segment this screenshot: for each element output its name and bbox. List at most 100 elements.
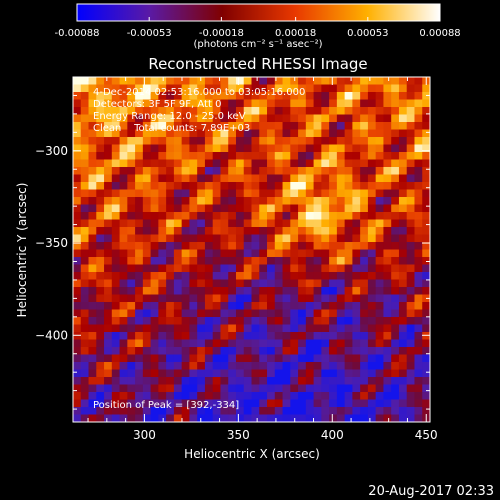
heatmap-cell bbox=[243, 287, 253, 296]
heatmap-cell bbox=[243, 99, 253, 108]
heatmap-cell bbox=[119, 264, 128, 273]
heatmap-cell bbox=[383, 212, 392, 221]
heatmap-cell bbox=[414, 114, 423, 123]
heatmap-cell bbox=[290, 92, 299, 101]
heatmap-cell bbox=[305, 377, 315, 386]
heatmap-cell bbox=[406, 174, 416, 183]
heatmap-cell bbox=[158, 399, 167, 408]
heatmap-cell bbox=[274, 279, 284, 288]
heatmap-cell bbox=[298, 384, 307, 393]
heatmap-cell bbox=[235, 174, 245, 183]
colorbar-tick-label: -0.00018 bbox=[199, 28, 244, 39]
heatmap-cell bbox=[336, 257, 346, 266]
heatmap-cell bbox=[228, 257, 237, 266]
heatmap-cell bbox=[398, 384, 408, 393]
heatmap-cell bbox=[305, 257, 315, 266]
heatmap-cell bbox=[352, 272, 361, 281]
heatmap-cell bbox=[367, 369, 377, 378]
heatmap-cell bbox=[158, 137, 167, 146]
heatmap-cell bbox=[158, 159, 167, 168]
heatmap-cell bbox=[73, 189, 82, 198]
heatmap-cell bbox=[235, 294, 245, 303]
heatmap-cell bbox=[228, 159, 237, 168]
heatmap-cell bbox=[282, 77, 291, 86]
heatmap-cell bbox=[383, 399, 392, 408]
heatmap-cell bbox=[344, 204, 353, 213]
heatmap-cell bbox=[104, 324, 113, 333]
heatmap-cell bbox=[150, 159, 159, 168]
heatmap-cell bbox=[150, 264, 159, 273]
heatmap-cell bbox=[290, 84, 299, 93]
heatmap-cell bbox=[398, 257, 408, 266]
heatmap-cell bbox=[259, 249, 268, 258]
heatmap-cell bbox=[251, 167, 260, 176]
heatmap-cell bbox=[336, 197, 346, 206]
heatmap-cell bbox=[158, 99, 167, 108]
heatmap-cell bbox=[212, 227, 222, 236]
heatmap-cell bbox=[127, 114, 136, 123]
heatmap-cell bbox=[267, 219, 276, 228]
heatmap-cell bbox=[88, 204, 97, 213]
heatmap-cell bbox=[80, 144, 90, 153]
heatmap-cell bbox=[197, 227, 206, 236]
heatmap-cell bbox=[181, 272, 191, 281]
heatmap-cell bbox=[111, 77, 121, 86]
heatmap-cell bbox=[119, 272, 128, 281]
heatmap-cell bbox=[96, 362, 105, 371]
heatmap-cell bbox=[383, 414, 392, 422]
heatmap-cell bbox=[150, 414, 159, 422]
heatmap-cell bbox=[383, 122, 392, 131]
heatmap-cell bbox=[212, 257, 222, 266]
heatmap-cell bbox=[166, 407, 175, 416]
heatmap-cell bbox=[127, 152, 136, 161]
heatmap-cell bbox=[383, 234, 392, 243]
heatmap-cell bbox=[80, 369, 90, 378]
heatmap-cell bbox=[228, 197, 237, 206]
heatmap-cell bbox=[321, 317, 330, 326]
heatmap-cell bbox=[422, 399, 430, 408]
heatmap-cell bbox=[135, 167, 144, 176]
heatmap-cell bbox=[228, 227, 237, 236]
heatmap-cell bbox=[127, 212, 136, 221]
heatmap-cell bbox=[367, 219, 377, 228]
heatmap-cell bbox=[329, 227, 338, 236]
heatmap-cell bbox=[267, 249, 276, 258]
heatmap-cell bbox=[391, 294, 400, 303]
heatmap-cell bbox=[391, 339, 400, 348]
heatmap-cell bbox=[127, 234, 136, 243]
heatmap-cell bbox=[336, 189, 346, 198]
heatmap-cell bbox=[344, 159, 353, 168]
heatmap-cell bbox=[142, 152, 152, 161]
info-line-time: 4-Dec-2014 02:53:16.000 to 03:05:16.000 bbox=[93, 87, 305, 98]
heatmap-cell bbox=[80, 317, 90, 326]
heatmap-cell bbox=[329, 264, 338, 273]
heatmap-cell bbox=[398, 264, 408, 273]
heatmap-cell bbox=[220, 219, 229, 228]
heatmap-cell bbox=[367, 122, 377, 131]
heatmap-cell bbox=[367, 302, 377, 311]
heatmap-cell bbox=[127, 174, 136, 183]
heatmap-cell bbox=[127, 399, 136, 408]
heatmap-cell bbox=[251, 107, 260, 116]
heatmap-cell bbox=[212, 407, 222, 416]
heatmap-cell bbox=[391, 122, 400, 131]
heatmap-cell bbox=[166, 309, 175, 318]
heatmap-cell bbox=[352, 257, 361, 266]
colorbar-gradient bbox=[76, 3, 441, 22]
heatmap-cell bbox=[329, 354, 338, 363]
heatmap-cell bbox=[267, 272, 276, 281]
heatmap-cell bbox=[135, 144, 144, 153]
heatmap-cell bbox=[398, 159, 408, 168]
heatmap-cell bbox=[135, 204, 144, 213]
heatmap-cell bbox=[80, 212, 90, 221]
heatmap-cell bbox=[228, 234, 237, 243]
colorbar: -0.00088 -0.00053 -0.00018 0.00018 0.00053 0.… bbox=[55, 3, 461, 50]
heatmap-cell bbox=[88, 257, 97, 266]
heatmap-cell bbox=[305, 279, 315, 288]
heatmap-cell bbox=[422, 204, 430, 213]
heatmap-cell bbox=[391, 264, 400, 273]
heatmap-cell bbox=[398, 279, 408, 288]
heatmap-cell bbox=[158, 264, 167, 273]
heatmap-cell bbox=[96, 302, 105, 311]
heatmap-cell bbox=[391, 204, 400, 213]
